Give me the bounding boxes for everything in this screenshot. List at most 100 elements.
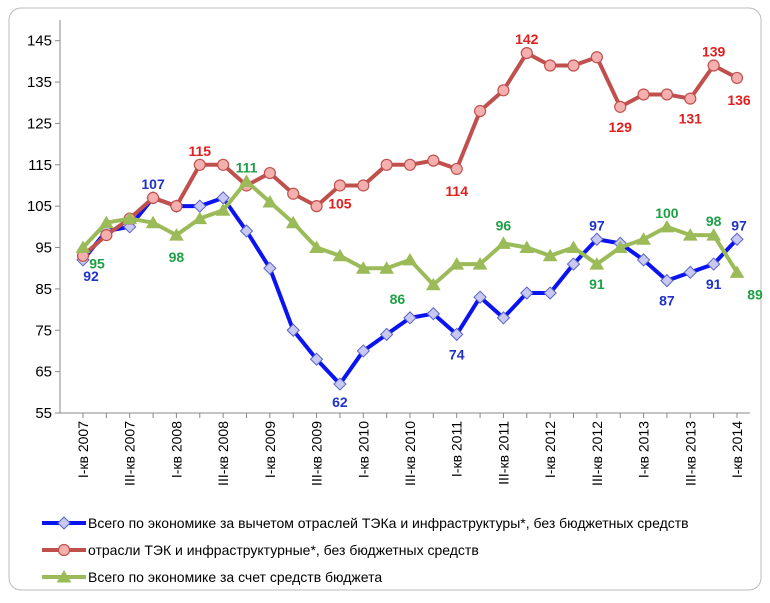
data-label: 105 <box>328 195 352 211</box>
marker <box>706 228 722 241</box>
marker <box>57 543 71 557</box>
x-tick-label: III-кв 2008 <box>215 421 231 486</box>
data-label: 92 <box>83 268 99 284</box>
x-tick-label: III-кв 2009 <box>309 421 325 486</box>
data-label: 107 <box>141 176 165 192</box>
data-label: 111 <box>236 159 258 175</box>
marker <box>636 232 651 245</box>
data-label: 100 <box>655 205 679 221</box>
marker <box>262 195 278 208</box>
marker <box>449 257 465 270</box>
legend-label: отрасли ТЭК и инфраструктурные*, без бюд… <box>88 542 479 558</box>
x-tick-label: I-кв 2014 <box>729 421 745 478</box>
y-tick-label: 135 <box>27 74 52 91</box>
marker <box>496 311 511 325</box>
x-tick-label: III-кв 2007 <box>122 421 138 486</box>
x-tick-label: I-кв 2010 <box>355 421 371 478</box>
data-label: 136 <box>727 92 751 108</box>
marker <box>122 211 138 225</box>
marker <box>355 261 371 274</box>
x-tick-label: I-кв 2011 <box>449 421 465 477</box>
data-label: 74 <box>449 346 465 362</box>
marker <box>614 100 627 113</box>
series <box>76 46 744 262</box>
y-tick-label: 115 <box>28 157 52 174</box>
marker <box>169 228 184 241</box>
marker <box>730 71 744 85</box>
y-tick-label: 105 <box>27 198 52 215</box>
marker <box>543 286 557 300</box>
marker <box>566 257 581 271</box>
marker <box>637 88 650 101</box>
data-label: 62 <box>332 394 348 410</box>
marker <box>309 352 324 366</box>
marker <box>496 236 511 249</box>
marker <box>450 162 463 176</box>
marker <box>729 265 745 278</box>
marker <box>98 215 114 229</box>
x-tick-label: I-кв 2013 <box>636 421 652 478</box>
marker <box>544 59 557 72</box>
marker <box>683 265 697 280</box>
data-label: 91 <box>589 276 605 292</box>
series <box>76 191 744 391</box>
marker <box>473 104 487 118</box>
x-tick-label: III-кв 2013 <box>682 421 698 486</box>
marker <box>357 179 370 192</box>
y-tick-label: 95 <box>35 240 52 257</box>
marker <box>426 307 441 321</box>
marker <box>309 240 324 254</box>
marker <box>379 261 395 274</box>
marker <box>310 200 323 213</box>
y-tick-label: 65 <box>35 364 52 381</box>
marker <box>239 174 254 187</box>
marker <box>146 191 160 204</box>
marker <box>612 240 628 254</box>
marker <box>730 232 744 246</box>
marker <box>56 570 72 583</box>
marker <box>263 261 277 275</box>
data-label: 97 <box>589 217 605 233</box>
x-tick-label: I-кв 2007 <box>75 421 91 478</box>
data-label: 96 <box>496 217 512 233</box>
marker <box>356 344 370 358</box>
x-tick-label: I-кв 2008 <box>168 421 184 478</box>
marker <box>659 219 675 233</box>
marker <box>660 88 674 101</box>
marker <box>287 187 300 200</box>
x-tick-label: I-кв 2012 <box>542 421 558 478</box>
marker <box>333 179 347 192</box>
marker <box>403 311 417 325</box>
marker <box>379 327 394 342</box>
data-label: 131 <box>679 111 703 127</box>
marker <box>706 257 721 271</box>
chart-frame <box>8 7 762 591</box>
marker <box>450 327 464 342</box>
x-tick-label: III-кв 2010 <box>402 421 418 486</box>
marker <box>193 158 206 171</box>
y-tick-label: 125 <box>27 115 52 132</box>
marker <box>473 290 487 304</box>
marker <box>589 257 605 270</box>
data-label: 89 <box>747 286 763 302</box>
data-label: 114 <box>445 183 468 199</box>
marker <box>567 59 580 72</box>
marker <box>215 203 231 216</box>
marker <box>192 211 208 225</box>
marker <box>239 224 254 238</box>
marker <box>590 232 604 246</box>
y-tick-label: 55 <box>35 405 52 422</box>
marker <box>519 240 535 254</box>
marker <box>57 516 71 530</box>
marker <box>590 51 603 64</box>
data-label: 87 <box>659 293 675 309</box>
marker <box>707 59 720 72</box>
data-label: 91 <box>706 276 722 292</box>
marker <box>333 377 347 391</box>
legend-label: Всего по экономике за вычетом отраслей Т… <box>88 515 689 531</box>
data-label: 115 <box>188 143 211 159</box>
marker <box>100 229 113 242</box>
x-tick-label: III-кв 2011 <box>495 421 511 485</box>
